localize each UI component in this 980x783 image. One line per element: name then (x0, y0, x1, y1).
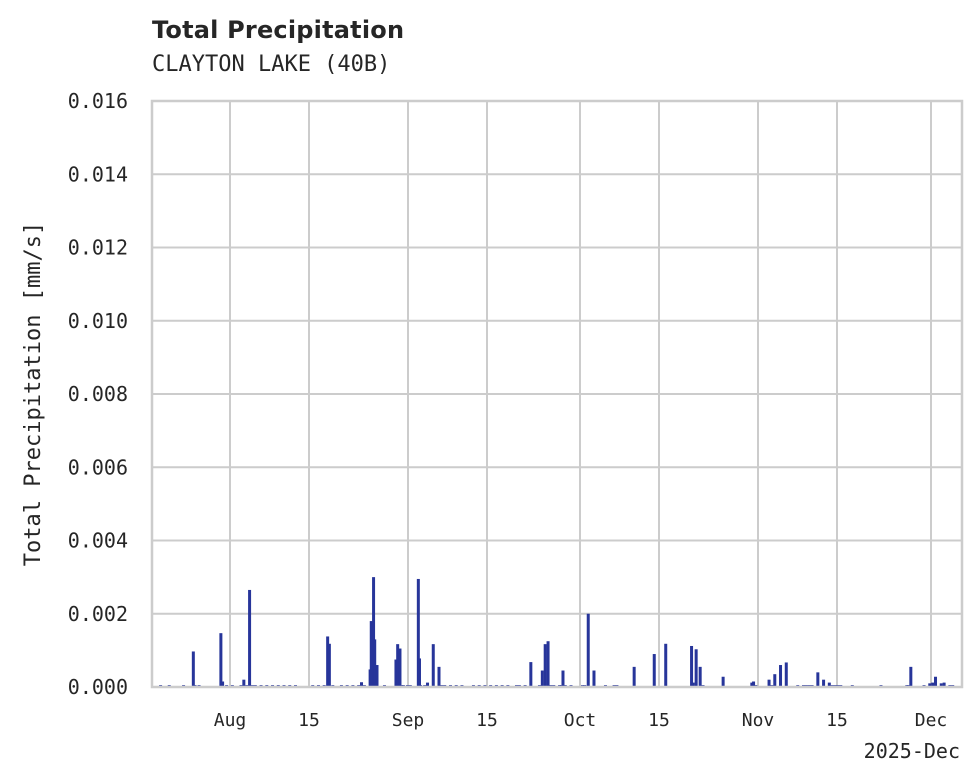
x-axis-ticks: Aug 15 Sep 15 Oct 15 Nov 15 Dec (214, 710, 948, 731)
chart-subtitle: CLAYTON LAKE (40B) (152, 52, 391, 77)
precip-bar (543, 644, 547, 687)
x-tick-label: 15 (648, 710, 670, 731)
precip-bar (242, 679, 246, 687)
precip-bar (540, 670, 544, 687)
precip-bar (396, 644, 400, 687)
y-tick-label: 0.008 (68, 382, 128, 406)
y-tick-label: 0.014 (68, 162, 128, 186)
precip-bar (373, 639, 377, 687)
precip-bar (827, 682, 831, 687)
y-tick-label: 0.000 (68, 675, 128, 699)
precip-bar (664, 643, 668, 687)
precip-bar (931, 682, 935, 687)
precip-bar (909, 666, 913, 687)
y-tick-label: 0.012 (68, 236, 128, 260)
x-tick-label: 15 (826, 710, 848, 731)
y-axis-label: Total Precipitation [mm/s] (21, 222, 46, 566)
precip-bar (698, 666, 702, 687)
precip-bar (652, 654, 656, 687)
plot-frame (150, 99, 964, 689)
precip-bar (694, 649, 698, 687)
precip-bar (248, 589, 252, 687)
precip-bar (750, 682, 754, 687)
precip-bar (561, 670, 565, 687)
precip-bar (221, 681, 225, 687)
y-tick-label: 0.002 (68, 602, 128, 626)
x-tick-label: Nov (742, 710, 775, 731)
precip-bar (784, 662, 788, 687)
precip-bar (546, 641, 550, 687)
precip-bar (394, 659, 398, 687)
grid-lines (152, 100, 962, 688)
y-tick-label: 0.016 (68, 89, 128, 113)
precip-bar (417, 658, 421, 687)
bar-series (159, 577, 955, 687)
precip-bar (431, 644, 435, 687)
precip-bar (398, 648, 402, 687)
y-tick-label: 0.004 (68, 529, 128, 553)
y-tick-label: 0.006 (68, 455, 128, 479)
x-axis-offset-label: 2025-Dec (864, 739, 960, 763)
precip-bar (816, 672, 820, 687)
precip-bar (752, 681, 756, 687)
precip-bar (691, 682, 695, 687)
precip-bar (426, 682, 430, 687)
precip-bar (586, 613, 590, 687)
precip-bar (326, 636, 330, 687)
precip-bar (360, 682, 364, 687)
precip-bar (767, 679, 771, 687)
precip-bar (773, 674, 777, 687)
precip-bar (721, 676, 725, 687)
x-tick-label: Sep (392, 710, 425, 731)
chart-title: Total Precipitation (152, 16, 405, 44)
x-tick-label: Dec (915, 710, 948, 731)
y-tick-label: 0.010 (68, 309, 128, 333)
precip-bar (592, 670, 596, 687)
precip-bar (369, 621, 373, 687)
precip-bar (437, 666, 441, 687)
precip-bar (416, 578, 420, 687)
precip-bar (219, 633, 223, 687)
precip-bar (375, 665, 379, 687)
x-tick-label: 15 (298, 710, 320, 731)
x-tick-label: Aug (214, 710, 247, 731)
precip-bar (632, 666, 636, 687)
precip-bar (939, 683, 943, 687)
precip-bar (327, 643, 331, 687)
x-tick-label: Oct (564, 710, 597, 731)
y-axis-ticks: 0.000 0.002 0.004 0.006 0.008 0.010 0.012 0.014… (68, 89, 128, 699)
precip-bar (928, 683, 932, 687)
precip-bar (372, 577, 376, 687)
precip-bar (942, 682, 946, 687)
precip-bar (779, 665, 783, 687)
precip-bar (191, 651, 195, 687)
precip-bar (822, 679, 826, 687)
x-tick-label: 15 (476, 710, 498, 731)
precip-bar (529, 662, 533, 687)
precip-bar (934, 676, 938, 687)
precip-bar (690, 645, 694, 687)
